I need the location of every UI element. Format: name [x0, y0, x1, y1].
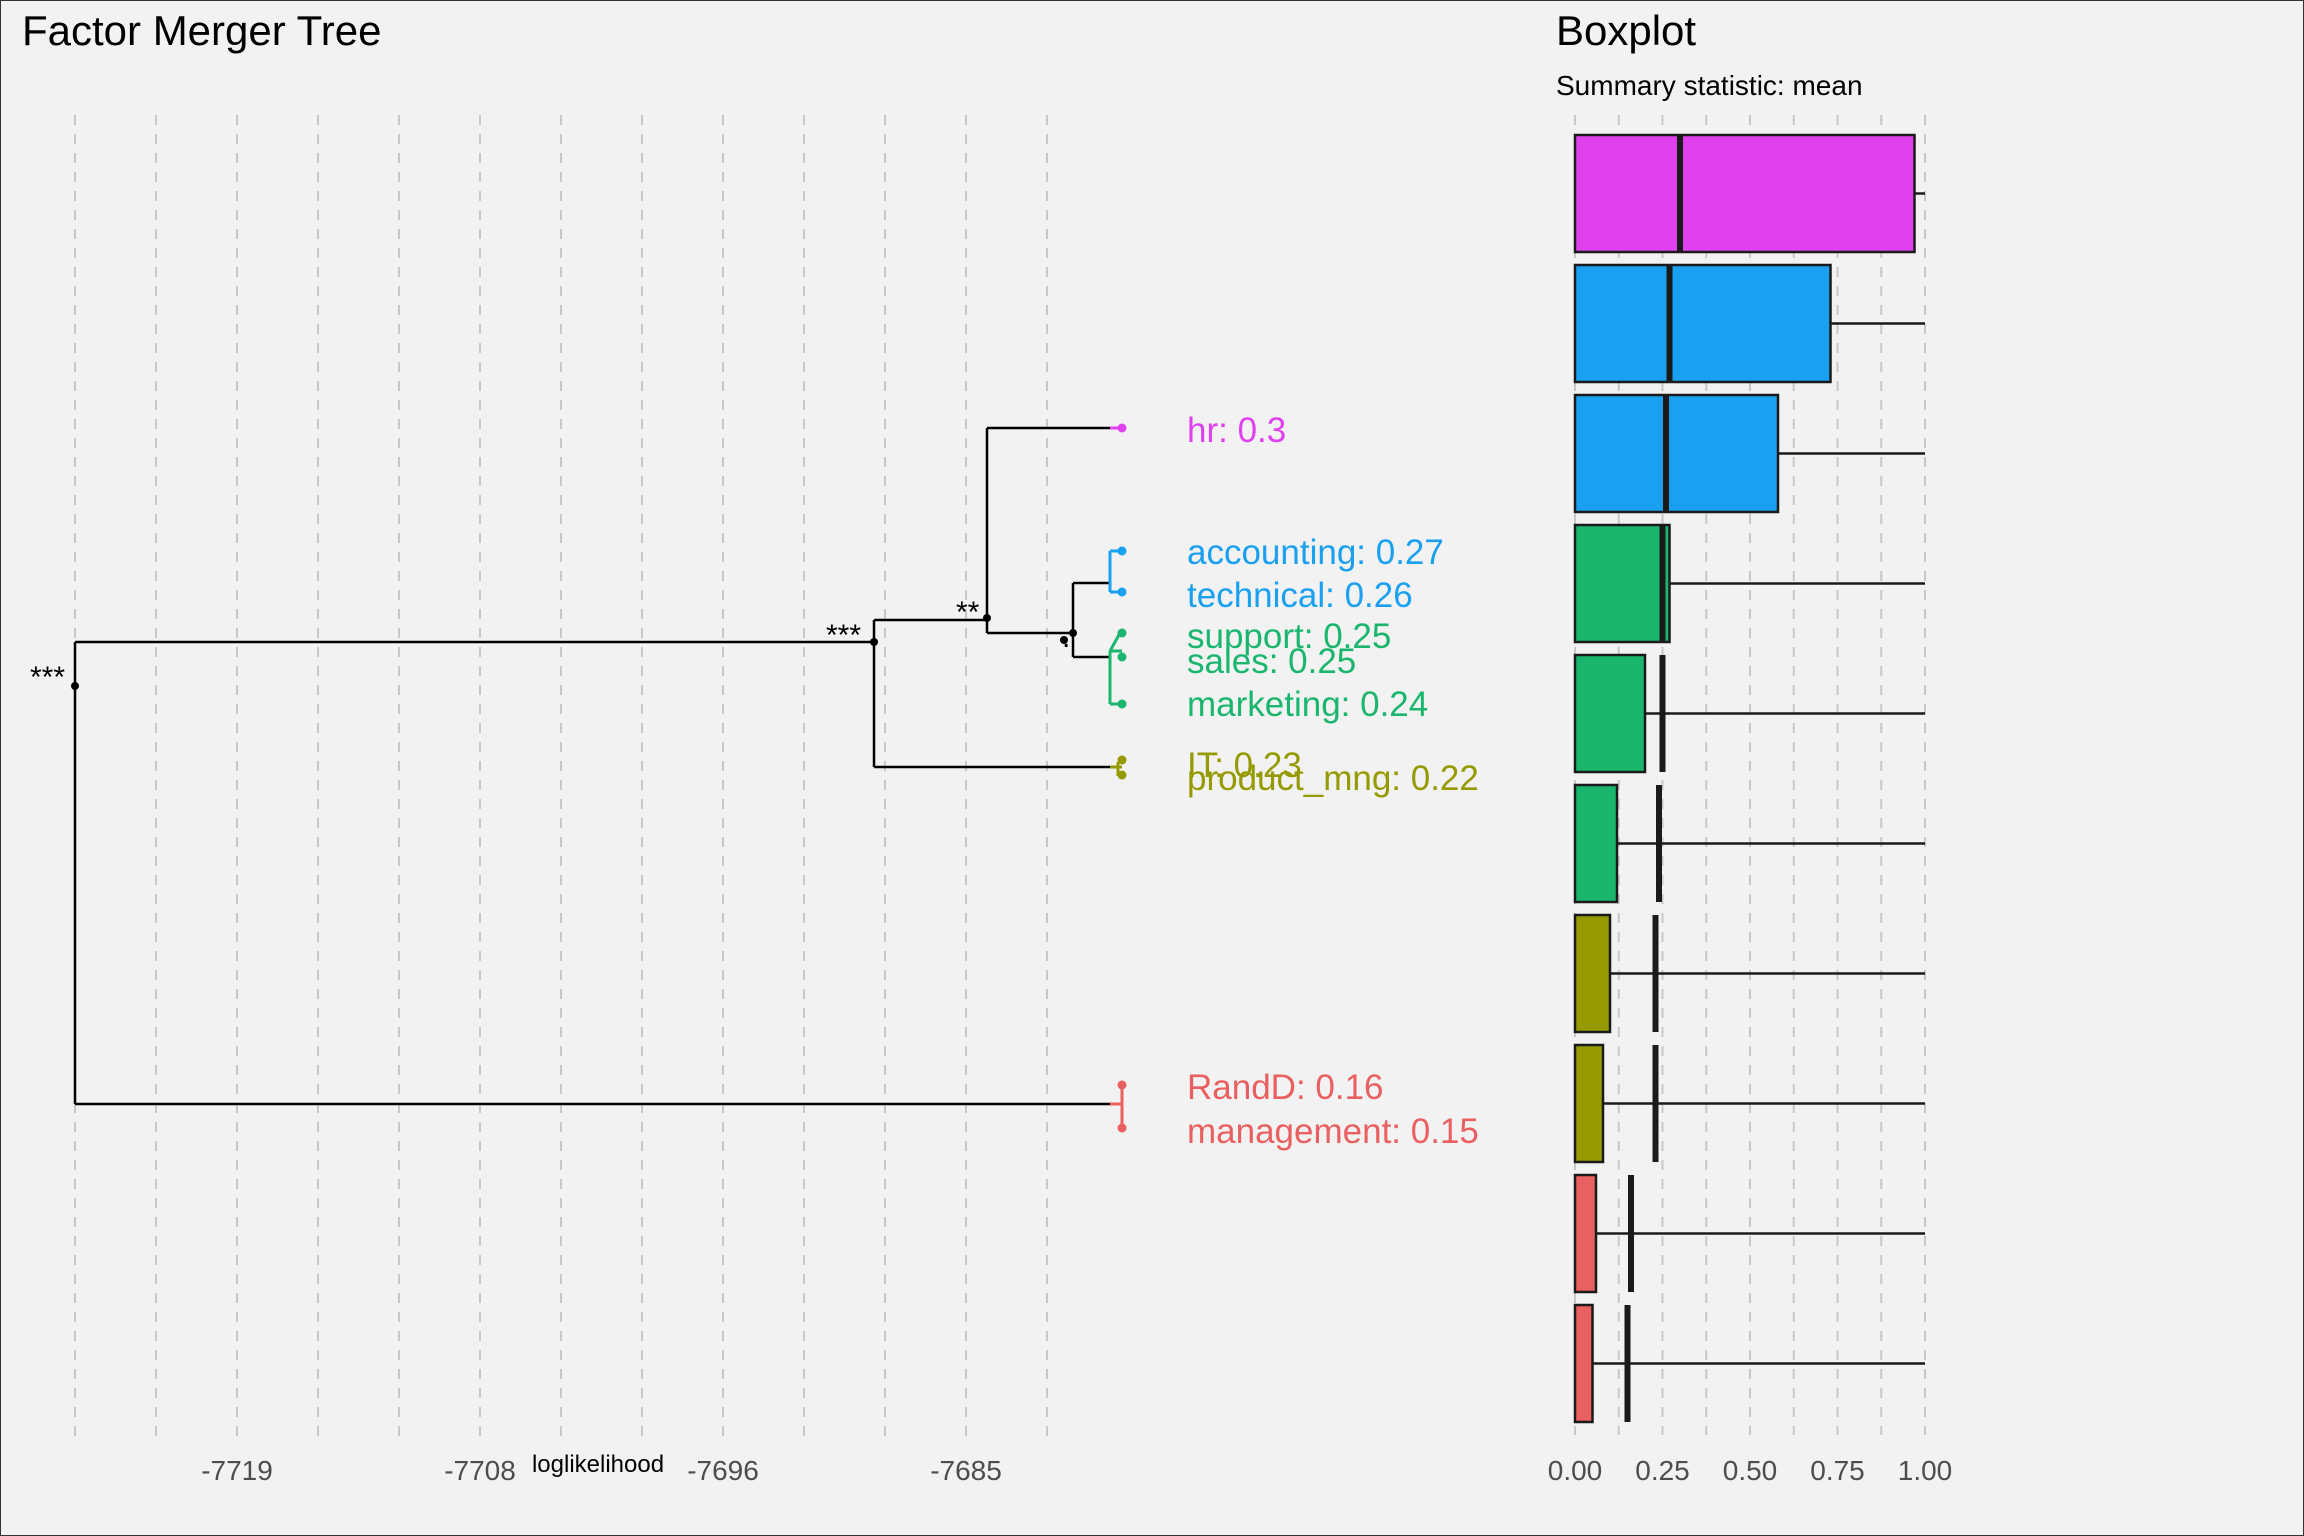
- tree-leaves: [1108, 423, 1127, 1133]
- tree-leaf-label: product_mng: 0.22: [1187, 759, 1479, 798]
- tree-leaf-label: management: 0.15: [1187, 1112, 1479, 1151]
- boxplot-box: [1573, 653, 1647, 774]
- tree-leaf-dot: [1117, 628, 1127, 638]
- boxplot-subtitle: Summary statistic: mean: [1556, 70, 1863, 101]
- tree-node-dot: [1060, 636, 1068, 644]
- tree-x-tick-label: -7719: [201, 1455, 273, 1486]
- boxplot-x-tick-label: 0.00: [1548, 1455, 1603, 1486]
- tree-leaf-dot: [1117, 1123, 1127, 1133]
- tree-leaf-label: IT: 0.23: [1187, 746, 1302, 785]
- boxplot-box: [1573, 783, 1619, 904]
- tree-leaf-label: hr: 0.3: [1187, 411, 1286, 450]
- tree-leaf-dot: [1117, 587, 1127, 597]
- tree-leaf-dot: [1117, 546, 1127, 556]
- tree-leaf-label: RandD: 0.16: [1187, 1068, 1384, 1107]
- tree-leaf-dot: [1117, 699, 1127, 709]
- boxplot-box: [1573, 133, 1916, 254]
- tree-leaf-branch: [1108, 632, 1122, 652]
- boxplot-title: Boxplot: [1556, 7, 1696, 54]
- tree-leaf-label: support: 0.25: [1187, 617, 1391, 656]
- tree-leaf-label: technical: 0.26: [1187, 576, 1413, 615]
- boxplot-box: [1573, 1173, 1598, 1294]
- tree-title: Factor Merger Tree: [22, 7, 381, 54]
- tree-edges: [71, 426, 1110, 1106]
- tree-leaf-label: accounting: 0.27: [1187, 533, 1444, 572]
- boxplot-box: [1573, 913, 1612, 1034]
- tree-node-dot: [1069, 629, 1077, 637]
- boxplot-x-tick-label: 0.50: [1723, 1455, 1778, 1486]
- tree-leaf-dot: [1117, 1080, 1127, 1090]
- boxplot-box: [1573, 1303, 1594, 1424]
- tree-x-ticks: -7719 -7708 -7696 -7685: [201, 1455, 1002, 1486]
- boxplot-box: [1573, 1043, 1605, 1164]
- tree-significance-label: ***: [826, 619, 861, 652]
- tree-significance-labels: ********.: [30, 596, 1070, 694]
- boxplot-boxes: [1573, 133, 1925, 1424]
- tree-leaf-dot: [1117, 770, 1127, 780]
- tree-significance-label: .: [1062, 621, 1070, 654]
- tree-leaf-label: marketing: 0.24: [1187, 685, 1428, 724]
- tree-node-dot: [71, 682, 79, 690]
- tree-significance-label: ***: [30, 661, 65, 694]
- boxplot-box: [1573, 523, 1671, 644]
- boxplot-x-tick-label: 0.75: [1810, 1455, 1865, 1486]
- boxplot-x-tick-label: 1.00: [1898, 1455, 1953, 1486]
- tree-node-dot: [870, 638, 878, 646]
- boxplot-box: [1573, 263, 1832, 384]
- tree-x-tick-label: -7708: [444, 1455, 516, 1486]
- boxplot-x-ticks: 0.00 0.25 0.50 0.75 1.00: [1548, 1455, 1953, 1486]
- tree-x-tick-label: -7685: [930, 1455, 1002, 1486]
- tree-leaf-dot: [1117, 423, 1127, 433]
- tree-node-dot: [983, 614, 991, 622]
- boxplot-x-tick-label: 0.25: [1635, 1455, 1690, 1486]
- tree-x-axis-label: loglikelihood: [532, 1451, 664, 1478]
- tree-gridlines: [74, 115, 1048, 1440]
- tree-leaf-dot: [1117, 755, 1127, 765]
- tree-significance-label: **: [956, 596, 980, 629]
- tree-leaf-dot: [1117, 652, 1127, 662]
- tree-leaf-label: sales: 0.25: [1187, 642, 1356, 681]
- tree-leaf-labels: hr: 0.3 accounting: 0.27 technical: 0.26su…: [1187, 411, 1479, 1151]
- tree-x-tick-label: -7696: [687, 1455, 759, 1486]
- boxplot-box: [1573, 393, 1780, 514]
